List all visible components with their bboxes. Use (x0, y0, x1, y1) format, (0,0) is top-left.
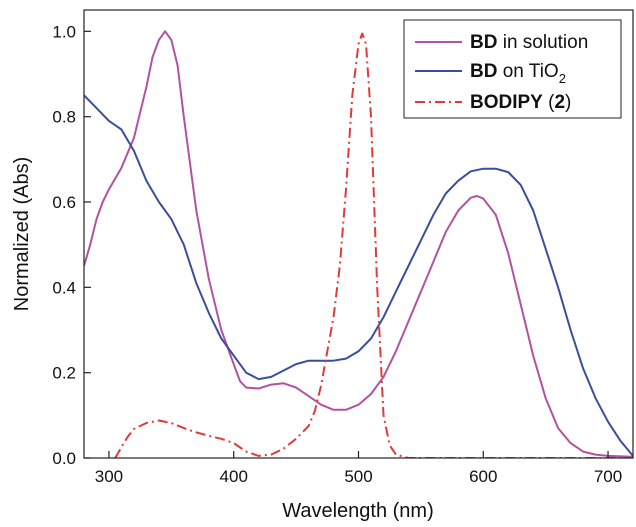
y-tick-label: 0.2 (52, 364, 76, 383)
plot-area (83, 9, 634, 459)
series-layer (84, 30, 633, 458)
x-axis: 300 400 500 600 700 (95, 451, 622, 486)
legend-entry-solution: BD in solution (470, 32, 588, 53)
series-line-tio2 (84, 94, 633, 457)
y-tick-label: 0.0 (52, 449, 76, 468)
legend-entry-bodipy: BODIPY (2) (470, 92, 571, 113)
y-axis: 0.0 0.2 0.4 0.6 0.8 1.0 (52, 22, 91, 468)
y-tick-label: 1.0 (52, 22, 76, 41)
y-tick-label: 0.6 (52, 193, 76, 212)
x-tick-label: 300 (95, 467, 123, 486)
series-line-solution (84, 30, 633, 458)
x-tick-label: 500 (344, 467, 372, 486)
y-axis-label: Normalized (Abs) (11, 157, 33, 311)
x-tick-label: 700 (594, 467, 622, 486)
legend: BD in solution BD on TiO2 BODIPY (2) (403, 19, 622, 119)
x-axis-label: Wavelength (nm) (282, 500, 434, 522)
legend-entry-tio2: BD on TiO2 (470, 61, 566, 86)
y-tick-label: 0.4 (52, 278, 76, 297)
series-line-bodipy (114, 32, 633, 458)
x-tick-label: 600 (469, 467, 497, 486)
y-tick-label: 0.8 (52, 108, 76, 127)
x-tick-label: 400 (220, 467, 248, 486)
